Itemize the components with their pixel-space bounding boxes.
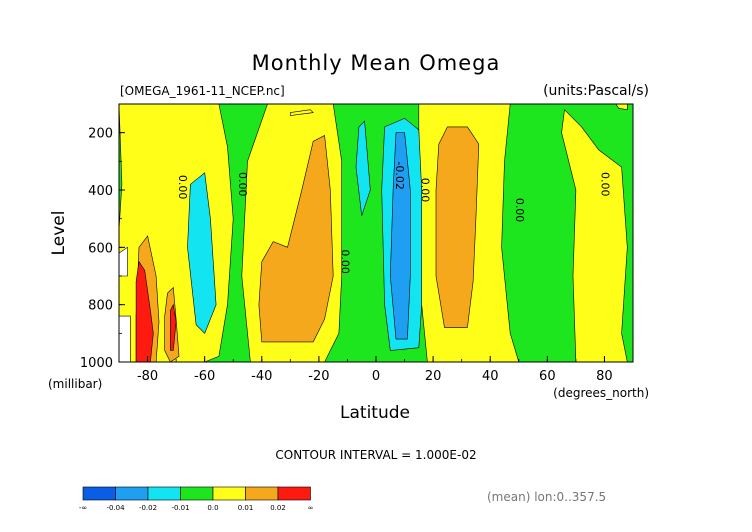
contour-interval: CONTOUR INTERVAL = 1.000E-02 (275, 448, 476, 462)
colorbar-label-1: -0.04 (106, 504, 125, 512)
y-tick-label-4: 1000 (80, 356, 113, 371)
footer-mean-lon: (mean) lon:0..357.5 (487, 490, 606, 504)
colorbar-label-3: -0.01 (171, 504, 189, 512)
y-tick-label-1: 400 (88, 184, 113, 199)
y-axis-units: (millibar) (48, 377, 102, 391)
colorbar-label-2: -0.02 (139, 504, 157, 512)
colorbar-label-0: -∞ (79, 504, 87, 512)
contour-label-4: 0.00 (419, 178, 432, 203)
region-orange-south-mid (258, 135, 334, 343)
x-tick-label-8: 80 (596, 369, 613, 384)
colorbar: -∞ -0.04 -0.02 -0.01 0.0 0.01 0.02 ∞ (79, 486, 314, 512)
colorbar-swatch-5 (245, 486, 279, 501)
chart-title: Monthly Mean Omega (252, 51, 501, 75)
colorbar-swatch-2 (147, 486, 181, 501)
colorbar-label-7: ∞ (308, 504, 314, 512)
colorbar-swatch-1 (115, 486, 149, 501)
region-blue-core (389, 132, 411, 340)
contour-label-6: 0.00 (599, 172, 612, 197)
colorbar-swatch-3 (180, 486, 214, 501)
region-orange-tropics (435, 126, 480, 328)
colorbar-label-5: 0.01 (238, 504, 254, 512)
x-axis-units: (degrees_north) (553, 386, 649, 400)
plot-area: -80 -60 -40 -20 0 20 40 60 80 200 400 600 800 1000 0.0… (80, 103, 634, 384)
x-tick-label-0: -80 (137, 369, 158, 384)
contour-label-3: -0.02 (393, 161, 406, 189)
contour-label-2: 0.00 (339, 249, 352, 274)
contour-label-5: 0.00 (513, 198, 526, 223)
y-axis-label: Level (49, 211, 69, 256)
x-tick-label-2: -40 (251, 369, 272, 384)
region-positive-north (561, 109, 628, 363)
region-red-south-2 (170, 303, 177, 351)
x-tick-label-4: 0 (372, 369, 380, 384)
x-tick-label-3: -20 (308, 369, 329, 384)
x-tick-label-7: 60 (539, 369, 556, 384)
region-cyan-south (187, 172, 217, 334)
colorbar-swatch-6 (277, 486, 311, 501)
contour-label-0: 0.00 (176, 175, 189, 200)
colorbar-label-6: 0.02 (270, 504, 286, 512)
region-positive-small (290, 109, 314, 116)
x-tick-label-6: 40 (482, 369, 499, 384)
y-tick-label-2: 600 (88, 241, 113, 256)
x-axis-label: Latitude (340, 403, 410, 423)
dataset-label: [OMEGA_1961-11_NCEP.nc] (120, 84, 285, 98)
colorbar-swatch-0 (82, 486, 116, 501)
contour-label-1: 0.00 (236, 172, 249, 197)
y-tick-label-3: 800 (88, 299, 113, 314)
region-missing-2 (118, 315, 131, 363)
region-cyan-narrow (355, 120, 371, 216)
colorbar-label-4: 0.0 (207, 504, 218, 512)
x-tick-label-1: -60 (194, 369, 215, 384)
colorbar-swatch-4 (212, 486, 246, 501)
y-tick-label-0: 200 (88, 127, 113, 142)
x-tick-label-5: 20 (425, 369, 442, 384)
units-label: (units:Pascal/s) (543, 83, 649, 99)
